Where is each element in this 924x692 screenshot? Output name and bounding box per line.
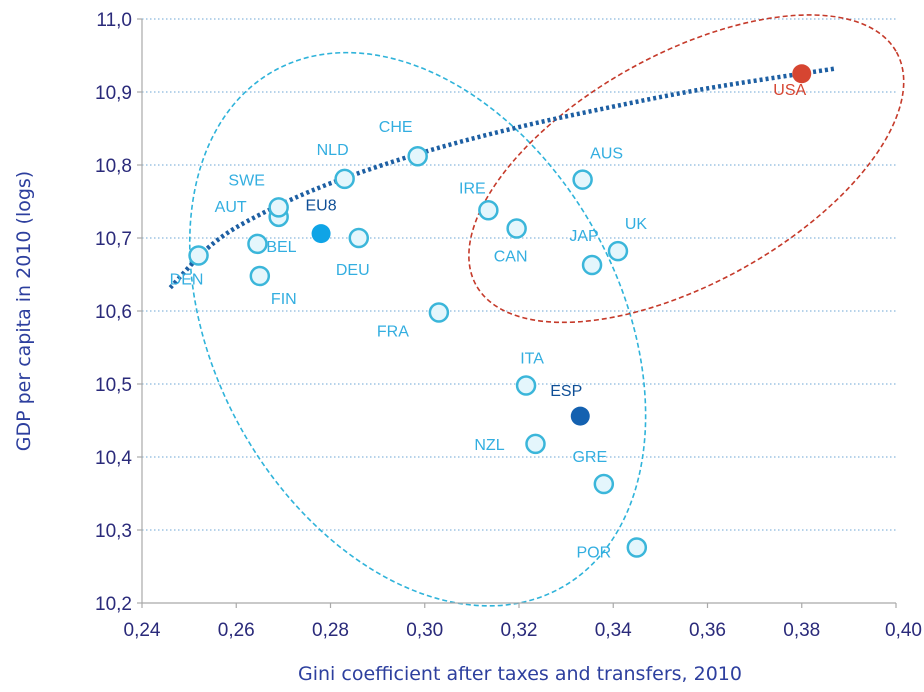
label-deu: DEU (336, 262, 370, 279)
point-deu (348, 227, 370, 249)
label-ita: ITA (520, 350, 544, 367)
label-fra: FRA (377, 323, 409, 340)
x-tick-label: 0,32 (501, 620, 538, 641)
label-den: DEN (170, 272, 204, 289)
label-can: CAN (494, 249, 528, 266)
x-tick-label: 0,40 (885, 620, 922, 641)
x-axis-title: Gini coefficient after taxes and transfe… (298, 663, 742, 685)
point-jap (581, 254, 603, 276)
point-den (188, 245, 209, 266)
y-tick-label: 10,7 (95, 229, 132, 250)
axes (137, 18, 897, 608)
grid-lines (142, 18, 896, 531)
blue-group-ellipse (188, 51, 647, 607)
y-tick-label: 10,9 (95, 83, 132, 104)
label-nld: NLD (317, 142, 349, 159)
label-che: CHE (379, 119, 413, 136)
point-esp (570, 406, 590, 426)
point-can (506, 218, 527, 239)
label-bel: BEL (266, 239, 296, 256)
data-points (188, 64, 812, 558)
point-uk (607, 240, 629, 262)
point-gre (593, 473, 615, 495)
point-fra (428, 302, 450, 323)
label-gre: GRE (572, 449, 607, 466)
point-fin (249, 265, 271, 287)
point-usa (792, 64, 812, 84)
point-eu8 (311, 224, 331, 244)
y-tick-label: 11,0 (96, 10, 132, 31)
label-esp: ESP (550, 383, 582, 400)
label-aus: AUS (590, 146, 623, 163)
label-uk: UK (625, 216, 648, 233)
label-ire: IRE (459, 180, 486, 197)
point-ire (478, 200, 499, 221)
x-tick-labels: 0,24 0,26 0,28 0,30 0,32 0,34 0,36 0,38 0,40 (124, 620, 922, 641)
point-aus (572, 169, 593, 190)
x-tick-label: 0,26 (218, 620, 255, 641)
group-ellipses (188, 14, 905, 607)
label-swe: SWE (228, 172, 264, 189)
x-tick-label: 0,38 (783, 620, 820, 641)
x-tick-label: 0,34 (595, 620, 632, 641)
point-swe (268, 197, 289, 218)
point-por (626, 537, 648, 558)
y-tick-label: 10,5 (95, 375, 132, 396)
label-por: POR (576, 545, 611, 562)
point-nzl (525, 433, 546, 455)
label-jap: JAP (569, 228, 598, 245)
point-bel (247, 233, 268, 255)
point-ita (515, 375, 537, 396)
y-tick-labels: 10,2 10,3 10,4 10,5 10,6 10,7 10,8 10,9 11,0 (95, 10, 132, 615)
label-fin: FIN (271, 291, 297, 308)
y-tick-label: 10,3 (95, 521, 132, 542)
label-usa: USA (773, 82, 806, 99)
x-tick-label: 0,36 (689, 620, 726, 641)
y-axis-title: GDP per capita in 2010 (logs) (13, 171, 35, 451)
y-tick-label: 10,4 (95, 448, 132, 469)
point-nld (334, 168, 355, 190)
label-eu8: EU8 (306, 198, 337, 215)
y-tick-label: 10,2 (95, 594, 132, 615)
label-nzl: NZL (474, 437, 504, 454)
point-labels: DEN BEL FIN AUT SWE EU8 DEU NLD CHE FRA IRE CAN ITA N… (170, 82, 807, 562)
label-aut: AUT (215, 199, 247, 216)
y-tick-label: 10,6 (95, 302, 132, 323)
red-group-ellipse (468, 14, 905, 324)
trend-curve (168, 66, 836, 290)
y-tick-label: 10,8 (95, 156, 132, 177)
x-tick-label: 0,24 (124, 620, 161, 641)
x-tick-label: 0,30 (406, 620, 443, 641)
point-che (407, 145, 428, 167)
trend-line (168, 66, 836, 290)
x-tick-label: 0,28 (312, 620, 349, 641)
